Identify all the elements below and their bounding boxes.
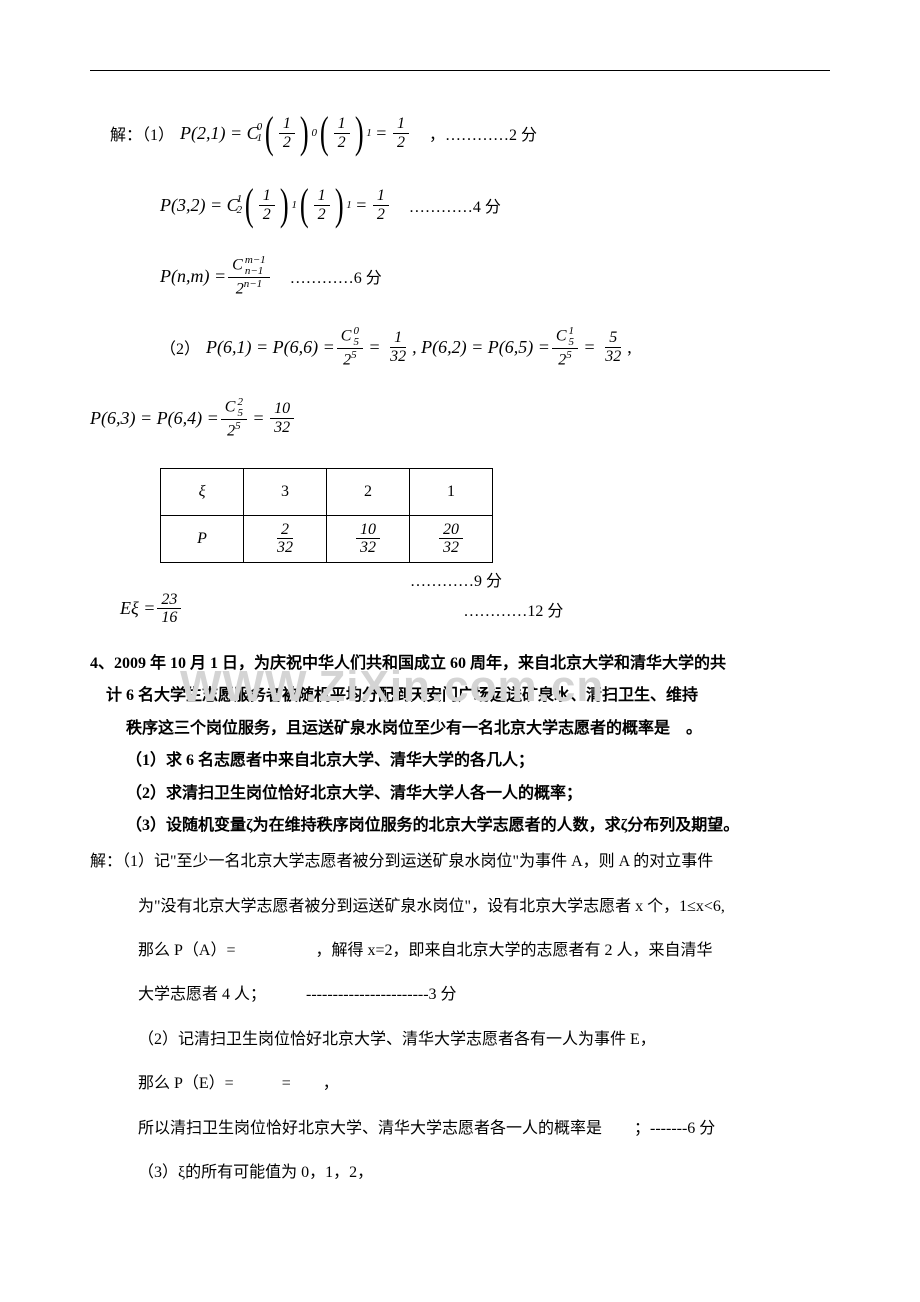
lead-2: （2） [160, 335, 200, 359]
f5: P(6,3) = P(6,4) = [90, 408, 219, 429]
f1-c-supsub: 0 1 [257, 122, 263, 144]
p4-l3: 秩序这三个岗位服务，且运送矿泉水岗位至少有一名北京大学志愿者的概率是 。 [90, 714, 830, 744]
s4-6: 所以清扫卫生岗位恰好北京大学、清华大学志愿者各一人的概率是 ；-------6 … [90, 1114, 830, 1144]
formula-p63: P(6,3) = P(6,4) = C 2 5 25 = 10 32 [90, 397, 830, 440]
p4-l1: 4、2009 年 10 月 1 日，为庆祝中华人们共和国成立 60 周年，来自北… [90, 649, 830, 679]
f1-after: ，…………2 分 [429, 121, 537, 145]
s4-1b: 为"没有北京大学志愿者被分到运送矿泉水岗位"，设有北京大学志愿者 x 个，1≤x… [90, 892, 830, 922]
f4a: P(6,1) = P(6,6) = [206, 337, 335, 358]
f3-after: …………6 分 [290, 264, 382, 288]
s4-1a: 解：（1）记"至少一名北京大学志愿者被分到运送矿泉水岗位"为事件 A，则 A 的… [90, 847, 830, 877]
formula-p6a: （2） P(6,1) = P(6,6) = C 0 5 25 = 1 32 , … [90, 326, 830, 369]
top-rule [90, 70, 830, 71]
p4-q1: （1）求 6 名志愿者中来自北京大学、清华大学的各几人； [90, 746, 830, 776]
exi-after: …………12 分 [463, 597, 563, 621]
s4-4: （2）记清扫卫生岗位恰好北京大学、清华大学志愿者各有一人为事件 E， [90, 1025, 830, 1055]
exi-lhs: Eξ = [120, 598, 155, 619]
s4-2: 那么 P（A）= ，解得 x=2，即来自北京大学的志愿者有 2 人，来自清华 [90, 936, 830, 966]
formula-p32: P(3,2) = C 1 2 ( 1 2 ) 1 ( 1 2 ) 1 = 1 2… [90, 183, 830, 227]
tbl-p: P [161, 515, 244, 562]
table-after: …………9 分 [410, 567, 830, 591]
distribution-table: ξ 3 2 1 P 2 32 10 32 20 32 [160, 468, 493, 563]
p4-q3: （3）设随机变量ζ为在维持秩序岗位服务的北京大学志愿者的人数，求ζ分布列及期望。 [90, 811, 830, 841]
formula-p21: 解：（1） P(2,1) = C 0 1 ( 1 2 ) 0 ( 1 2 ) 1… [90, 111, 830, 155]
tbl-xi: ξ [161, 468, 244, 515]
solution-4: 解：（1）记"至少一名北京大学志愿者被分到运送矿泉水岗位"为事件 A，则 A 的… [90, 847, 830, 1188]
formula-pnm: P(n,m) = C m−1 n−1 2n−1 …………6 分 [90, 255, 830, 298]
lead-1: 解：（1） [110, 121, 174, 145]
f2-lhs: P(3,2) = C [160, 195, 239, 216]
f1-lhs: P(2,1) = C [180, 123, 259, 144]
p4-q2: （2）求清扫卫生岗位恰好北京大学、清华大学人各一人的概率； [90, 779, 830, 809]
p4-l2: 计 6 名大学生志愿服务者被随机平均分配到天安门广场运送矿泉水、清扫卫生、维持 [90, 681, 830, 711]
problem-4: 4、2009 年 10 月 1 日，为庆祝中华人们共和国成立 60 周年，来自北… [90, 649, 830, 841]
s4-7: （3）ξ的所有可能值为 0，1，2， [90, 1158, 830, 1188]
f2-after: …………4 分 [409, 193, 501, 217]
f3-lhs: P(n,m) = [160, 266, 226, 287]
formula-exi: Eξ = 23 16 …………12 分 [90, 591, 830, 627]
s4-5: 那么 P（E）= = ， [90, 1069, 830, 1099]
f4b: , P(6,2) = P(6,5) = [412, 337, 550, 358]
s4-3: 大学志愿者 4 人； -----------------------3 分 [90, 980, 830, 1010]
